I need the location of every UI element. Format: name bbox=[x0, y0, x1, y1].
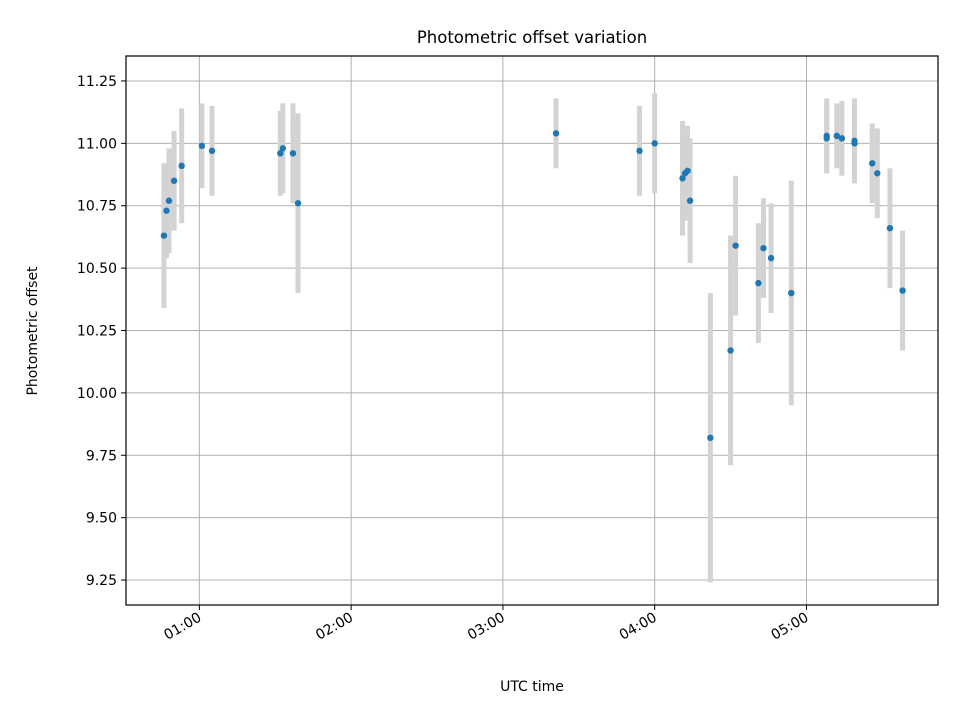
data-point bbox=[851, 140, 858, 147]
data-point bbox=[160, 232, 168, 239]
y-tick-label: 10.75 bbox=[77, 199, 117, 215]
data-point bbox=[294, 200, 302, 207]
data-point bbox=[838, 135, 846, 142]
data-point bbox=[788, 289, 795, 297]
data-point bbox=[767, 254, 775, 262]
y-tick-label: 9.25 bbox=[86, 573, 117, 589]
data-point bbox=[289, 150, 297, 157]
y-tick-label: 9.75 bbox=[86, 448, 117, 464]
data-point bbox=[170, 177, 178, 184]
data-point bbox=[208, 147, 216, 155]
x-tick-label: 01:00 bbox=[161, 610, 204, 644]
data-point bbox=[686, 197, 694, 204]
data-point bbox=[636, 147, 643, 155]
data-point bbox=[684, 167, 691, 174]
data-point bbox=[651, 140, 658, 147]
data-point bbox=[198, 142, 206, 150]
y-axis: 9.25 9.50 9.75 10.00 10.25 10.50 10.75 11.00 11.… bbox=[77, 74, 126, 589]
data-point bbox=[886, 224, 894, 232]
y-tick-label: 10.50 bbox=[77, 261, 117, 277]
data-point bbox=[277, 150, 284, 157]
y-axis-label: Photometric offset bbox=[25, 266, 41, 396]
data-point bbox=[732, 242, 739, 249]
y-tick-label: 10.00 bbox=[77, 386, 117, 402]
data-point bbox=[833, 132, 841, 140]
y-tick-label: 11.25 bbox=[77, 74, 117, 90]
x-axis: 01:00 02:00 03:00 04:00 05:00 bbox=[161, 605, 811, 644]
grid bbox=[126, 56, 938, 605]
data-point bbox=[874, 170, 881, 177]
data-point bbox=[178, 162, 185, 169]
data-point bbox=[727, 347, 734, 354]
data-point bbox=[899, 287, 906, 294]
y-tick-label: 9.50 bbox=[86, 511, 117, 527]
x-tick-label: 04:00 bbox=[617, 610, 660, 644]
data-point bbox=[165, 197, 173, 204]
data-point bbox=[869, 160, 876, 167]
x-axis-label: UTC time bbox=[500, 679, 564, 695]
data-points bbox=[160, 130, 906, 442]
data-point bbox=[679, 175, 686, 182]
data-point bbox=[823, 135, 830, 142]
data-point bbox=[760, 244, 767, 252]
data-point bbox=[707, 434, 714, 442]
chart-title: Photometric offset variation bbox=[417, 28, 647, 47]
x-tick-label: 02:00 bbox=[313, 610, 356, 644]
x-tick-label: 05:00 bbox=[769, 610, 812, 644]
errorbars bbox=[161, 93, 906, 583]
data-point bbox=[279, 145, 287, 152]
data-point bbox=[163, 207, 170, 214]
data-point bbox=[755, 279, 762, 287]
x-tick-label: 03:00 bbox=[465, 610, 508, 644]
data-point bbox=[552, 130, 560, 137]
y-tick-label: 10.25 bbox=[77, 324, 117, 340]
y-tick-label: 11.00 bbox=[77, 136, 117, 152]
